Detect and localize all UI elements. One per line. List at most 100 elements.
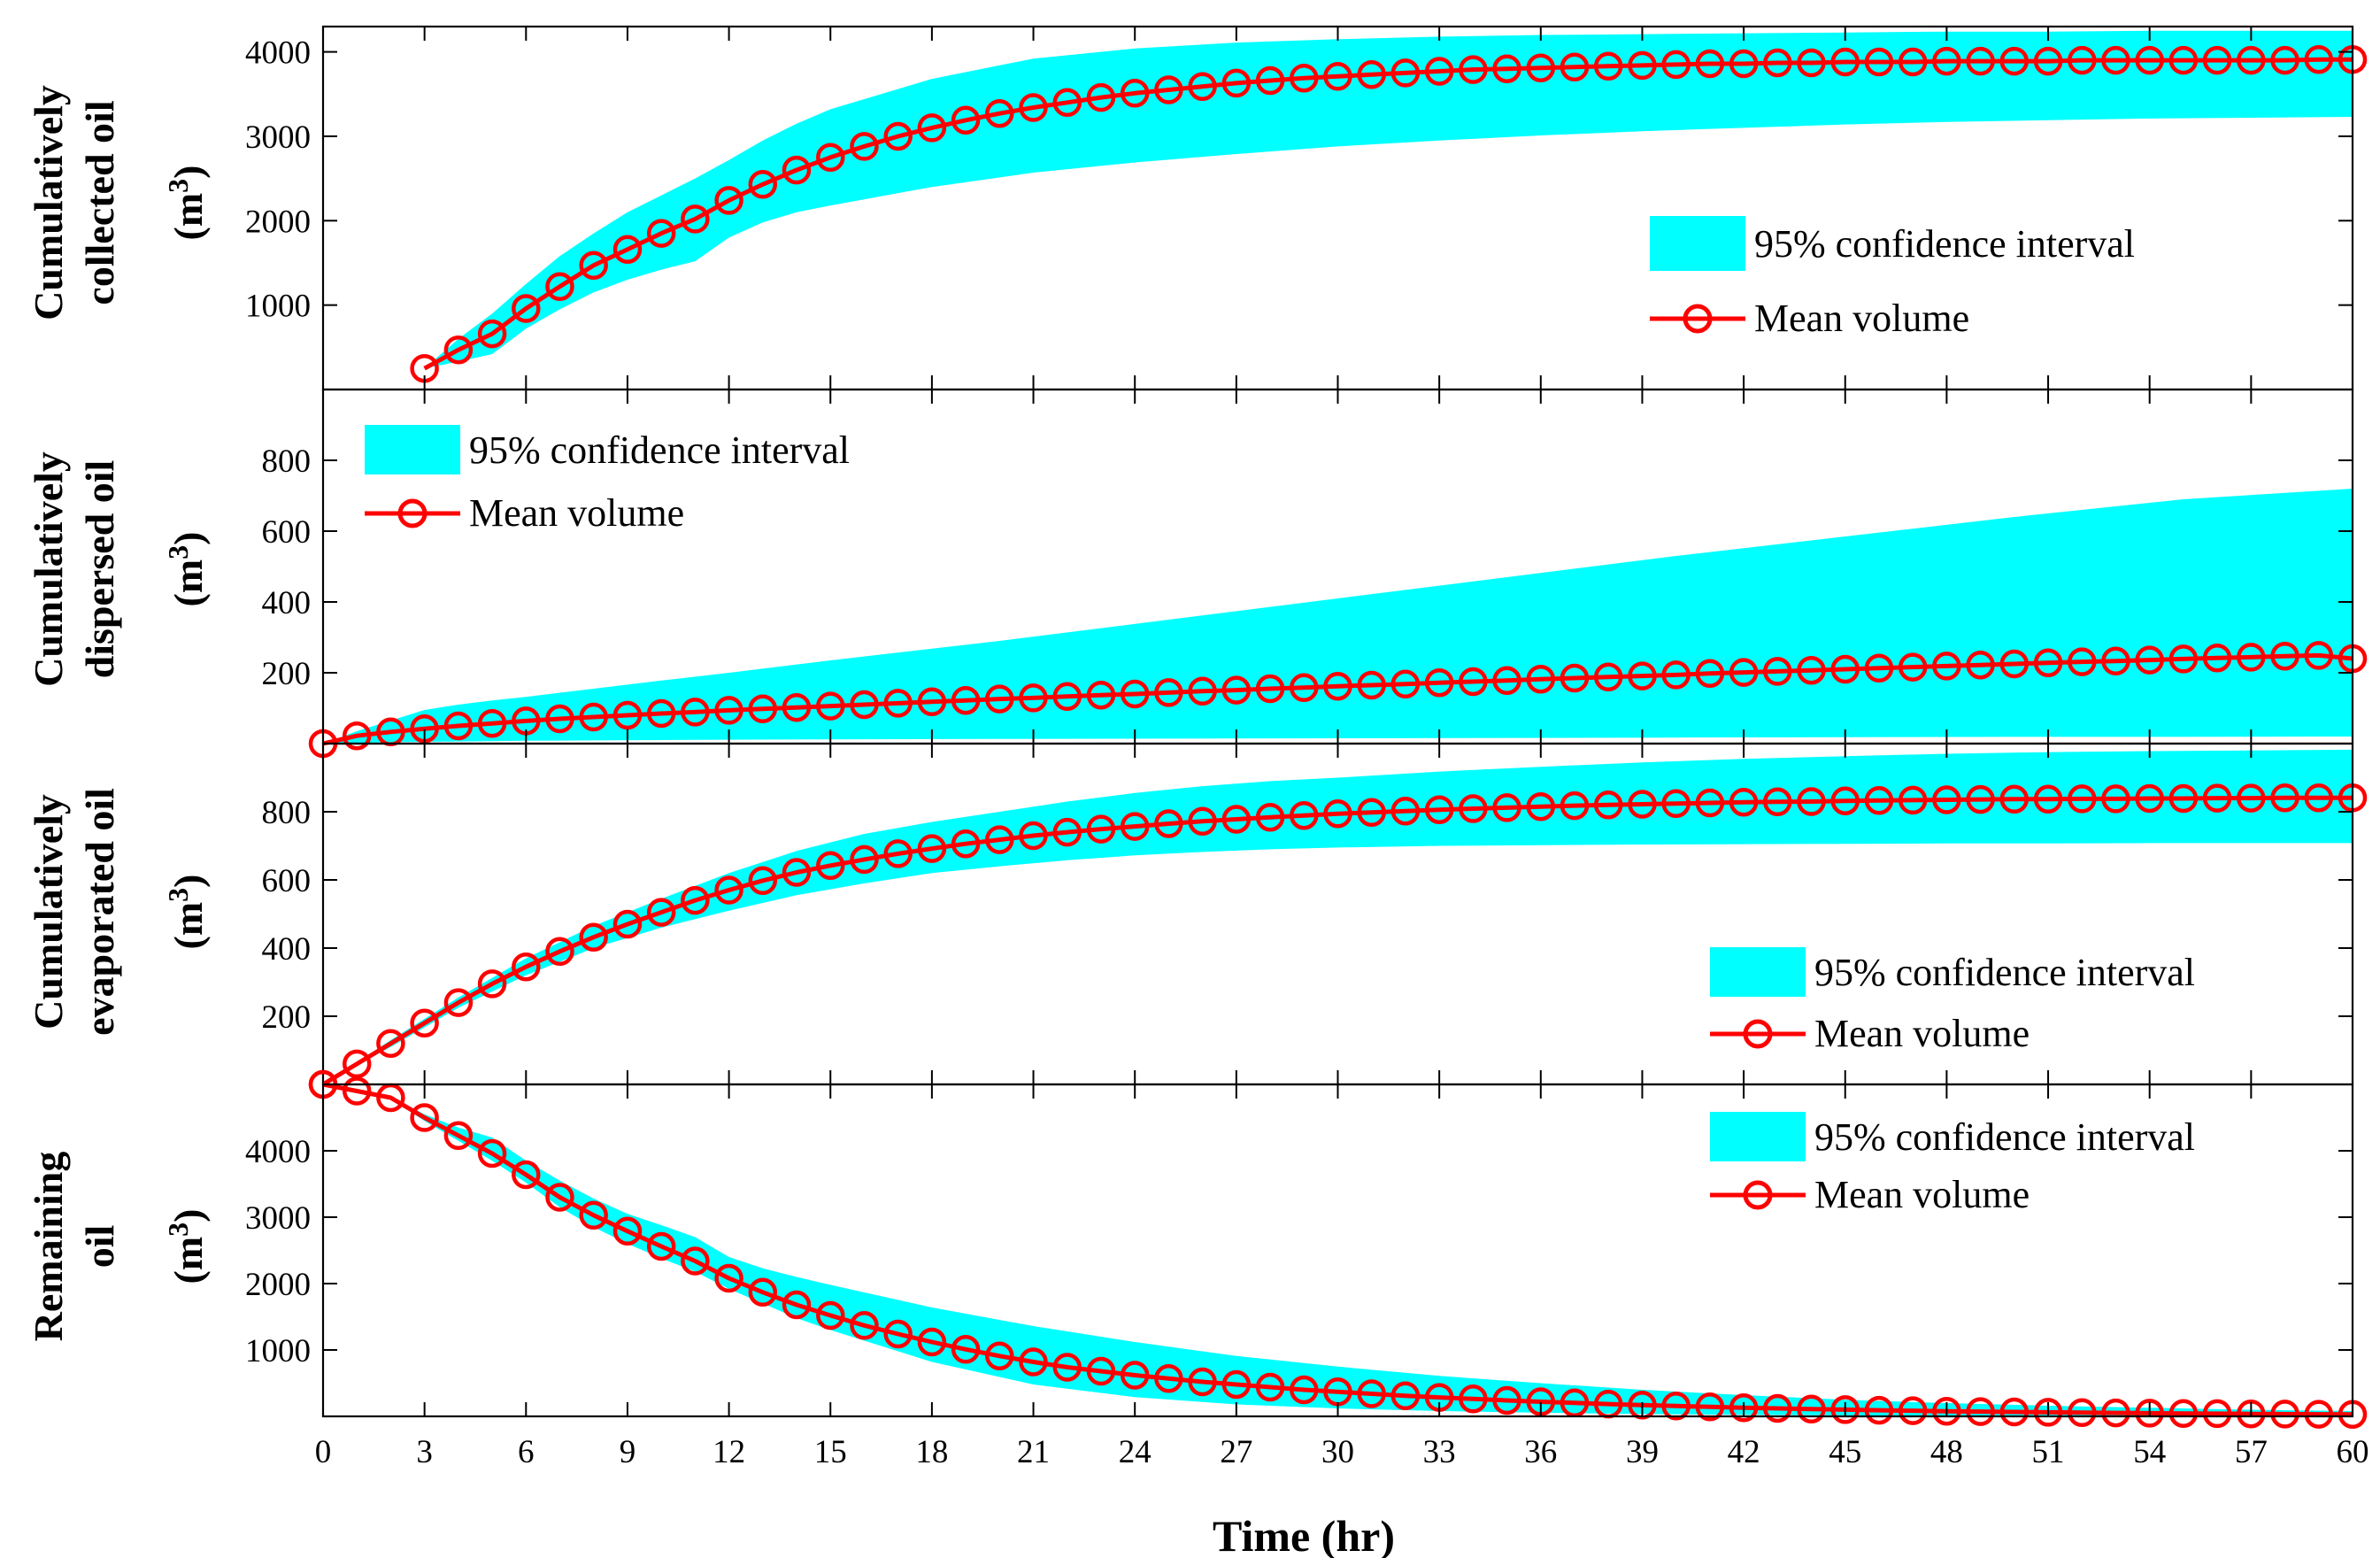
evaporated-mean-marker: [782, 858, 812, 887]
collected-mean-marker: [477, 319, 507, 349]
evaporated-mean-marker: [816, 851, 845, 881]
xtick-label: 21: [1017, 1434, 1050, 1470]
dispersed-mean-marker: [1019, 683, 1048, 713]
remaining-mean-marker: [2101, 1398, 2130, 1428]
remaining-ytick-label: 1000: [245, 1333, 311, 1369]
collected-mean-marker: [1255, 66, 1285, 96]
dispersed-mean-marker: [2202, 643, 2232, 673]
remaining-mean-marker: [1459, 1384, 1488, 1414]
remaining-mean-marker: [1019, 1347, 1048, 1377]
dispersed-mean-marker: [1290, 673, 1319, 703]
collected-mean-marker: [1188, 72, 1217, 101]
panel-dispersed-oil: 200 400 600 800 Cumulatively dispersed oil …: [26, 388, 2368, 759]
collected-mean-marker: [1898, 47, 1928, 77]
collected-legend-line-label: Mean volume: [1754, 297, 1969, 340]
remaining-mean-marker: [1763, 1393, 1792, 1423]
remaining-mean-marker: [1966, 1397, 1995, 1426]
remaining-mean-marker: [2202, 1399, 2232, 1429]
evaporated-mean-marker: [1763, 787, 1792, 817]
evaporated-mean-marker: [1526, 791, 1556, 821]
evaporated-legend-marker-sample: [1743, 1019, 1773, 1049]
remaining-mean-marker: [545, 1183, 574, 1212]
evaporated-mean-marker: [2304, 783, 2334, 813]
evaporated-mean-marker: [1492, 793, 1521, 822]
evaporated-legend-band-swatch: [1710, 947, 1806, 997]
remaining-mean-marker: [2270, 1400, 2299, 1429]
dispersed-mean-marker: [1729, 658, 1759, 687]
dispersed-ylabel-unit: (m3): [162, 532, 211, 607]
collected-ytick-label: 3000: [245, 120, 311, 156]
dispersed-mean-marker: [1052, 682, 1082, 712]
evaporated-mean-marker: [1864, 786, 1894, 815]
evaporated-mean-marker: [1052, 817, 1082, 847]
dispersed-ytick-layer: 200 400 600 800: [262, 443, 2353, 692]
collected-mean-marker: [1221, 68, 1252, 98]
remaining-mean-marker: [1390, 1381, 1421, 1411]
dispersed-mean-marker: [1357, 670, 1386, 700]
evaporated-mean-marker: [2068, 784, 2097, 814]
xtick-label: 45: [1829, 1434, 1861, 1470]
collected-mean-marker: [1459, 55, 1488, 84]
evaporated-mean-marker: [1966, 784, 1995, 814]
dispersed-mean-marker: [2033, 648, 2063, 678]
evaporated-mean-marker: [1560, 791, 1590, 821]
evaporated-mean-marker: [1999, 784, 2030, 814]
evaporated-mean-marker: [917, 834, 947, 863]
xtick-label: 6: [518, 1434, 535, 1470]
evaporated-mean-marker: [1932, 785, 1961, 814]
remaining-ytick-layer: 1000 2000 3000 4000: [245, 1134, 2353, 1369]
collected-mean-marker: [850, 132, 879, 161]
evaporated-mean-marker: [342, 1049, 372, 1079]
xtick-label: 39: [1626, 1434, 1659, 1470]
evaporated-ylabel-line1: Cumulatively: [26, 794, 71, 1030]
collected-mean-marker: [1492, 54, 1521, 83]
remaining-line-layer: [322, 1082, 2353, 1417]
remaining-mean-marker: [1052, 1353, 1082, 1382]
evaporated-mean-marker: [1898, 785, 1928, 815]
collected-mean-marker: [816, 143, 845, 173]
dispersed-ylabel-line2: dispersed oil: [77, 460, 122, 679]
collected-line-layer: [423, 57, 2353, 371]
collected-mean-marker: [951, 105, 981, 135]
evaporated-mean-marker: [1188, 806, 1217, 837]
collected-ytick-label: 1000: [245, 289, 311, 325]
evaporated-mean-marker: [1323, 799, 1352, 829]
collected-mean-marker: [1323, 62, 1352, 91]
collected-mean-marker: [1086, 82, 1116, 112]
collected-mean-marker: [2033, 46, 2063, 76]
evaporated-mean-marker: [2101, 784, 2130, 814]
evaporated-mean-marker: [579, 922, 608, 952]
remaining-mean-marker: [1999, 1397, 2030, 1427]
evaporated-mean-marker: [410, 1008, 439, 1037]
remaining-mean-marker: [1628, 1391, 1657, 1420]
evaporated-y-axis-label: Cumulatively evaporated oil (m3): [26, 788, 211, 1036]
evaporated-mean-marker: [1729, 787, 1759, 817]
collected-ylabel-line1: Cumulatively: [26, 85, 71, 320]
collected-mean-marker: [1526, 53, 1556, 82]
dispersed-mean-marker: [2168, 644, 2199, 674]
evaporated-mean-marker: [850, 845, 879, 875]
collected-mean-marker: [512, 294, 541, 323]
remaining-mean-marker: [1932, 1396, 1961, 1426]
evaporated-mean-marker: [1695, 788, 1725, 818]
evaporated-marker-layer: [308, 783, 2368, 1099]
remaining-axes-frame: [321, 1083, 2354, 1418]
xtick-label: 33: [1423, 1434, 1456, 1470]
remaining-ylabel-line1: Remaining: [26, 1152, 71, 1342]
dispersed-ylabel-line1: Cumulatively: [26, 451, 71, 687]
evaporated-mean-marker: [1628, 790, 1657, 819]
remaining-mean-marker: [1898, 1396, 1928, 1425]
dispersed-legend: 95% confidence interval Mean volume: [365, 425, 850, 535]
evaporated-mean-marker: [681, 885, 710, 915]
remaining-legend: 95% confidence interval Mean volume: [1710, 1112, 2195, 1216]
evaporated-mean-marker: [1154, 809, 1183, 838]
remaining-mean-marker: [1154, 1364, 1183, 1393]
remaining-mean-marker: [985, 1341, 1014, 1371]
evaporated-mean-marker: [1086, 814, 1116, 844]
remaining-mean-marker: [1188, 1367, 1217, 1397]
remaining-mean-marker: [883, 1319, 913, 1349]
collected-legend-marker-sample: [1683, 304, 1713, 334]
dispersed-ytick-label: 400: [262, 585, 312, 621]
collected-mean-marker: [579, 251, 608, 281]
dispersed-mean-marker: [2135, 645, 2164, 675]
